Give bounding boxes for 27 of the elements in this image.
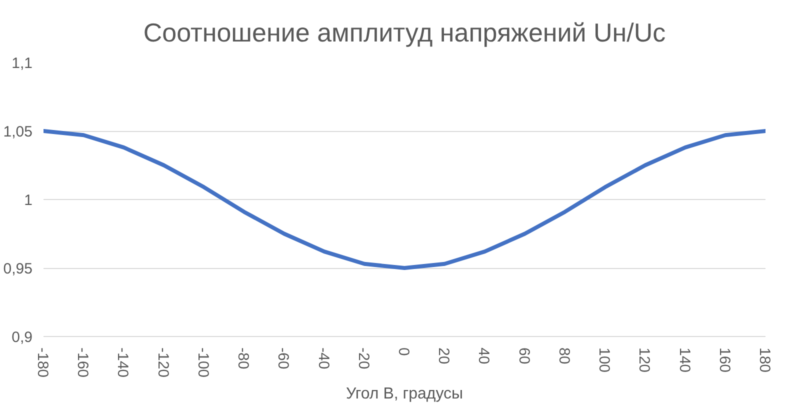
line-series	[44, 129, 766, 270]
y-tick-label: 1,1	[12, 55, 33, 72]
x-tick-label: 120	[636, 348, 653, 373]
x-tick-label: 100	[596, 348, 613, 373]
y-tick-label: 0,95	[3, 260, 33, 278]
x-tick-label: -180	[34, 348, 51, 378]
x-tick-label: -60	[274, 348, 292, 370]
x-tick-label: -20	[354, 348, 372, 370]
x-tick-label: 40	[475, 348, 492, 364]
x-tick-label: 140	[676, 348, 693, 373]
x-tick-label: 0	[395, 348, 412, 356]
x-tick-label: -100	[194, 348, 212, 378]
x-tick-label: -120	[154, 348, 172, 378]
x-tick-label: -140	[114, 348, 132, 378]
x-axis-title: Угол В, градусы	[346, 386, 464, 403]
chart-title: Соотношение амплитуд напряжений Uн/Uc	[143, 18, 666, 48]
x-tick-label: 80	[555, 348, 572, 364]
x-tick-label: -160	[74, 348, 92, 378]
x-tick-label: -80	[234, 348, 252, 370]
y-tick-label: 1	[24, 192, 32, 209]
x-tick-label: -40	[314, 348, 332, 370]
x-tick-label: 60	[515, 348, 532, 364]
y-tick-label: 1,05	[3, 124, 33, 140]
x-tick-label: 180	[756, 348, 773, 373]
y-tick-label: 0,9	[12, 329, 33, 346]
x-tick-label: 20	[435, 348, 452, 364]
x-tick-label: 160	[716, 348, 733, 373]
